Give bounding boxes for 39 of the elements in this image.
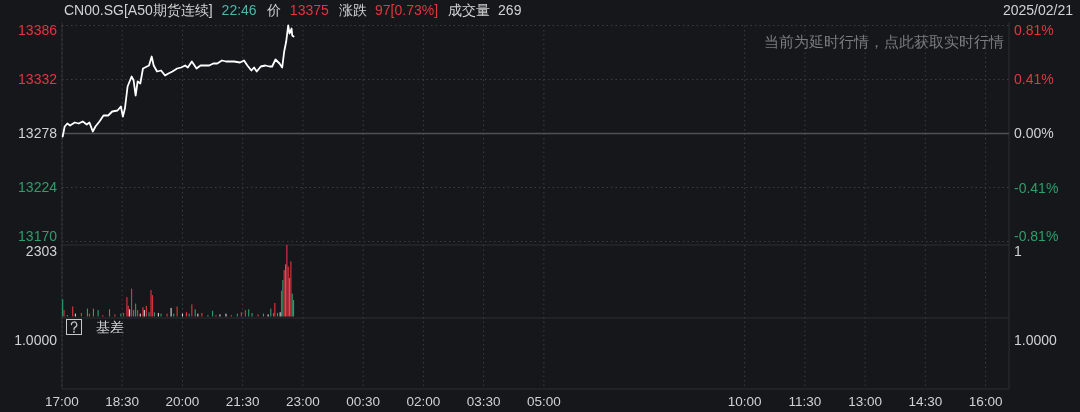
x-tick-label: 00:30 [346,393,381,409]
y-tick-label: 13386 [18,22,58,39]
text: 269 [498,1,522,18]
text: 2303 [25,243,58,260]
annotation: 当前为延时行情，点此获取实时行情 [764,33,1004,51]
y-tick-label: 13170 [18,228,58,245]
x-tick-label: 11:30 [788,393,822,409]
x-tick-label: 02:00 [406,393,441,409]
y2-tick-label: -0.41% [1014,180,1059,197]
x-tick-label: 10:00 [727,393,762,409]
x-tick-label: 23:00 [286,393,320,409]
y2-tick-label: 0.41% [1014,70,1054,87]
text: 1 [1014,243,1022,260]
x-tick-label: 13:00 [848,393,883,409]
text: 2025/02/21 [1002,1,1074,18]
x-tick-label: 16:00 [968,393,1003,409]
x-tick-label: 05:00 [526,393,561,409]
text: 价 [265,1,281,18]
text: 成交量 [448,1,491,18]
x-tick-label: 14:30 [908,393,943,409]
x-tick-label: 21:30 [225,393,260,409]
x-tick-label: 18:30 [105,393,140,409]
x-tick-label: 03:30 [466,393,501,409]
text: 涨跌 [339,1,367,18]
y-tick-label: 13224 [18,179,58,196]
text: 97[0.73%] [375,1,439,18]
text: 22:46 [221,1,257,18]
y2-tick-label: 0.00% [1014,125,1054,142]
y2-tick-label: 0.81% [1014,22,1054,39]
text: 基差 [96,318,124,335]
x-tick-label: 17:00 [45,393,79,409]
y-tick-label: 13332 [18,71,58,88]
x-tick-label: 20:00 [165,393,200,409]
y-tick-label: 13278 [18,125,58,142]
text: 13375 [289,1,329,18]
y2-tick-label: -0.81% [1014,228,1059,245]
text: 1.0000 [1014,331,1058,348]
chart-title: CN00.SG[A50期货连续] [64,1,213,18]
text: 1.0000 [14,331,58,348]
